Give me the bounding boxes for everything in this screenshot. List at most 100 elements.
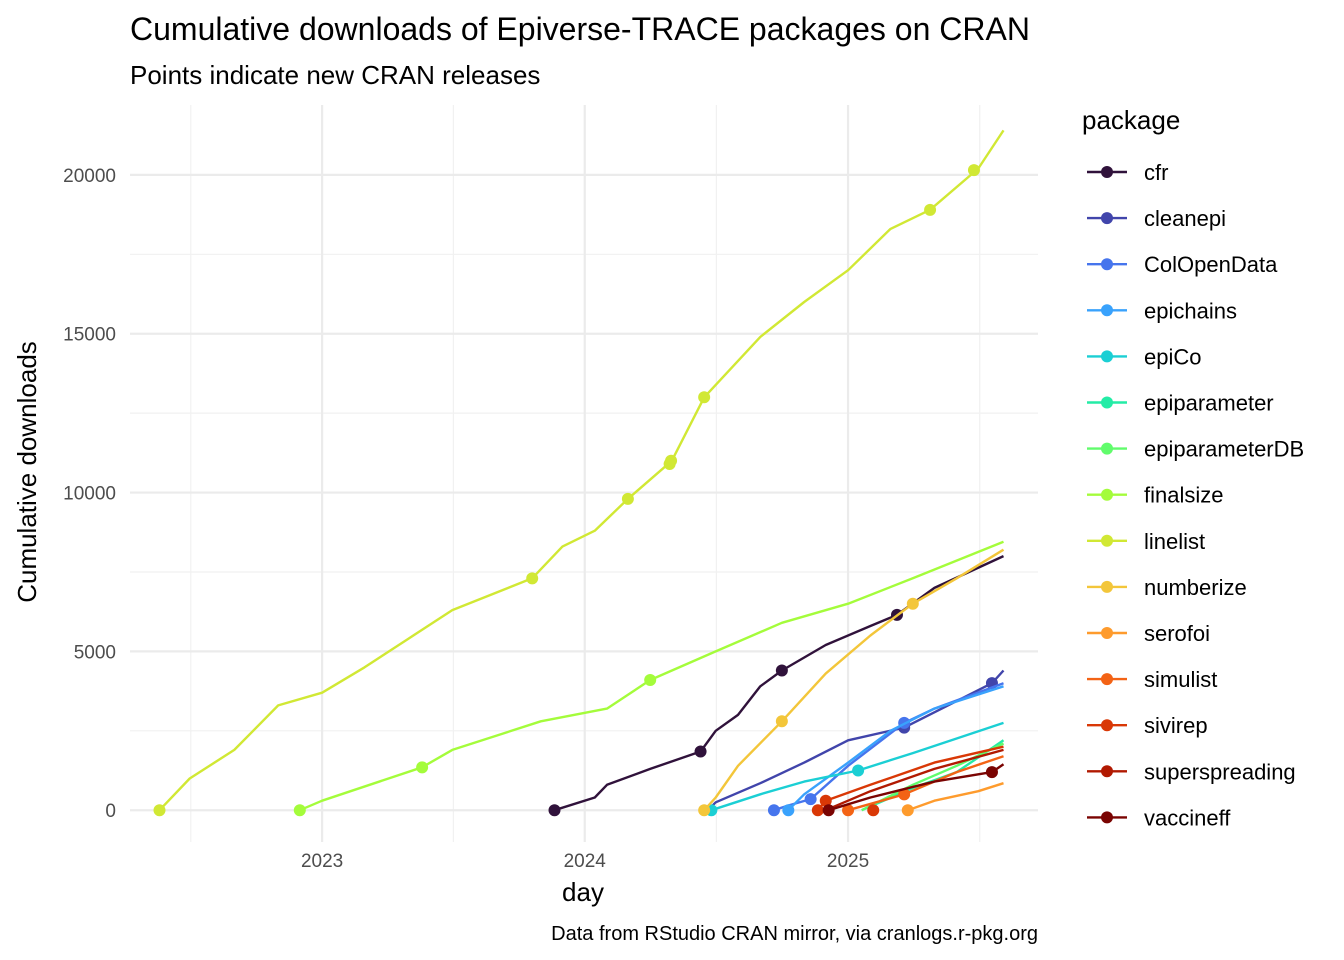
legend-item-simulist: simulist bbox=[1087, 667, 1217, 692]
release-point bbox=[293, 804, 306, 817]
legend-key-point bbox=[1101, 488, 1113, 501]
release-point bbox=[665, 454, 678, 467]
release-point bbox=[819, 794, 832, 807]
release-point bbox=[901, 804, 914, 817]
release-point bbox=[867, 804, 880, 817]
y-axis-title: Cumulative downloads bbox=[12, 341, 42, 603]
legend-key-point bbox=[1101, 442, 1113, 455]
legend-key-point bbox=[1101, 719, 1113, 732]
legend-label: serofoi bbox=[1144, 621, 1210, 646]
legend-key-point bbox=[1101, 580, 1113, 593]
release-point bbox=[698, 391, 711, 404]
legend-key-point bbox=[1101, 673, 1113, 686]
release-point bbox=[804, 793, 817, 806]
series-numberize bbox=[698, 548, 1005, 817]
release-point bbox=[775, 715, 788, 728]
series-line bbox=[787, 685, 1004, 812]
series-vaccineff bbox=[822, 763, 1005, 817]
legend-item-linelist: linelist bbox=[1087, 529, 1205, 554]
series-epiparameterdb bbox=[861, 742, 1005, 812]
release-point bbox=[621, 492, 634, 505]
release-point bbox=[822, 804, 835, 817]
legend-key-point bbox=[1101, 765, 1113, 778]
series-line bbox=[554, 555, 1005, 812]
release-point bbox=[694, 745, 707, 758]
legend-key-point bbox=[1101, 396, 1113, 409]
legend-label: finalsize bbox=[1144, 483, 1223, 508]
legend-item-cleanepi: cleanepi bbox=[1087, 206, 1226, 231]
release-point bbox=[967, 164, 980, 177]
release-point bbox=[985, 766, 998, 779]
axis-ticks: 0 5000 10000 15000 20000 2023 2024 2025 bbox=[63, 166, 869, 872]
release-point bbox=[153, 804, 166, 817]
series-line bbox=[825, 748, 1004, 812]
release-point bbox=[526, 572, 539, 585]
chart-title: Cumulative downloads of Epiverse-TRACE p… bbox=[130, 11, 1030, 47]
chart-subtitle: Points indicate new CRAN releases bbox=[130, 60, 540, 90]
release-point bbox=[775, 664, 788, 677]
y-tick-label: 5000 bbox=[74, 642, 116, 663]
legend-item-sivirep: sivirep bbox=[1087, 713, 1208, 738]
plot-grid bbox=[130, 105, 1038, 842]
series-finalsize bbox=[293, 540, 1004, 817]
release-point bbox=[852, 764, 865, 777]
release-point bbox=[644, 673, 657, 686]
legend-label: epiparameterDB bbox=[1144, 437, 1304, 462]
series-line bbox=[711, 721, 1004, 812]
legend-key-point bbox=[1101, 627, 1113, 639]
legend-item-epichains: epichains bbox=[1087, 298, 1237, 323]
release-point bbox=[548, 804, 561, 817]
legend-key-point bbox=[1101, 258, 1113, 271]
release-point bbox=[842, 804, 855, 817]
series-line bbox=[907, 782, 1004, 812]
legend-label: vaccineff bbox=[1144, 805, 1231, 830]
chart-caption: Data from RStudio CRAN mirror, via cranl… bbox=[551, 923, 1038, 945]
series-serofoi bbox=[901, 782, 1004, 817]
y-tick-label: 15000 bbox=[63, 325, 116, 346]
release-point bbox=[924, 203, 937, 216]
legend-label: ColOpenData bbox=[1144, 252, 1278, 277]
series-line bbox=[158, 129, 1005, 812]
series-linelist bbox=[153, 129, 1005, 817]
legend-key-point bbox=[1101, 304, 1113, 317]
legend-label: linelist bbox=[1144, 529, 1205, 554]
legend-title: package bbox=[1082, 105, 1180, 135]
legend-key-point bbox=[1101, 212, 1113, 225]
legend-item-finalsize: finalsize bbox=[1087, 483, 1223, 508]
legend-item-epiparameterdb: epiparameterDB bbox=[1087, 437, 1304, 462]
legend-label: cleanepi bbox=[1144, 206, 1226, 231]
legend-item-vaccineff: vaccineff bbox=[1087, 805, 1231, 830]
y-tick-label: 10000 bbox=[63, 484, 116, 505]
legend-label: epiCo bbox=[1144, 344, 1201, 369]
release-point bbox=[898, 788, 911, 801]
legend-item-colopendata: ColOpenData bbox=[1087, 252, 1278, 277]
legend-key-point bbox=[1101, 811, 1113, 824]
x-tick-label: 2025 bbox=[827, 851, 869, 872]
series-layer bbox=[153, 129, 1005, 817]
y-tick-label: 20000 bbox=[63, 166, 116, 187]
legend-item-epico: epiCo bbox=[1087, 344, 1201, 369]
legend-item-superspreading: superspreading bbox=[1087, 759, 1296, 784]
legend-label: epichains bbox=[1144, 298, 1237, 323]
release-point bbox=[906, 597, 919, 610]
release-point bbox=[767, 804, 780, 817]
legend-label: cfr bbox=[1144, 160, 1168, 185]
release-point bbox=[782, 804, 795, 817]
x-tick-label: 2023 bbox=[301, 851, 343, 872]
x-tick-label: 2024 bbox=[564, 851, 607, 872]
legend-key-point bbox=[1101, 534, 1113, 547]
release-point bbox=[416, 761, 429, 774]
y-tick-label: 0 bbox=[105, 801, 116, 822]
legend-item-serofoi: serofoi bbox=[1087, 621, 1210, 646]
legend-label: simulist bbox=[1144, 667, 1217, 692]
series-cfr bbox=[548, 555, 1005, 817]
series-line bbox=[299, 540, 1004, 812]
series-line bbox=[703, 548, 1005, 812]
series-sivirep bbox=[811, 745, 1004, 817]
legend-label: superspreading bbox=[1144, 759, 1296, 784]
legend-key-point bbox=[1101, 350, 1113, 363]
release-point bbox=[811, 804, 824, 817]
legend-item-epiparameter: epiparameter bbox=[1087, 391, 1274, 416]
series-superspreading bbox=[825, 748, 1004, 812]
